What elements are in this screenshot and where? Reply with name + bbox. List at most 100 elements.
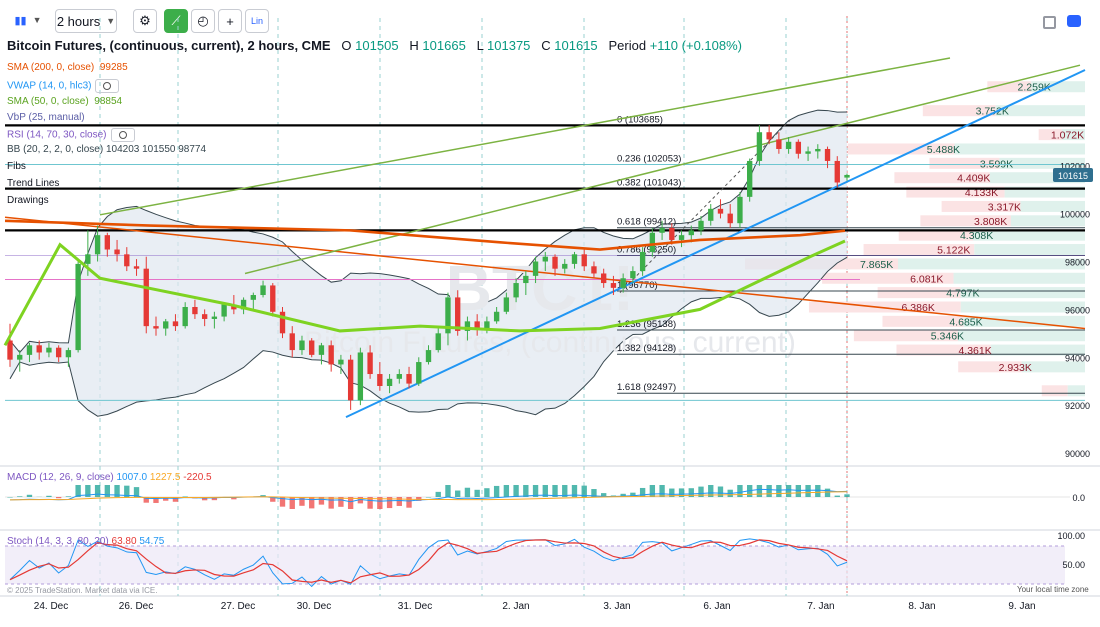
legend-vbp[interactable]: VbP (25, manual): [7, 112, 85, 123]
vbp-bar-down: [877, 287, 961, 299]
projection-line: [619, 119, 791, 293]
open-label: O: [341, 38, 352, 53]
macd-histogram-bar: [396, 497, 402, 506]
fullscreen-icon[interactable]: [1043, 16, 1056, 29]
vbp-bar-up: [1061, 129, 1085, 141]
candle-body: [75, 263, 81, 351]
eye-icon[interactable]: [95, 79, 120, 93]
low-value: 101375: [487, 38, 531, 53]
macd-legend[interactable]: MACD (12, 26, 9, close) 1007.0 1227.5 -2…: [7, 472, 212, 483]
crosshair-icon: +: [226, 13, 234, 29]
timezone-label[interactable]: Your local time zone: [1017, 585, 1089, 594]
fib-level-label: 0.382 (101043): [617, 178, 681, 189]
chart-header: Bitcoin Futures, (continuous, current), …: [7, 38, 742, 53]
high-value: 101665: [422, 38, 466, 53]
legend-bb[interactable]: BB (20, 2, 2, 0, close) 104203 101550 98…: [7, 144, 206, 155]
macd-histogram-bar: [824, 488, 831, 497]
macd-histogram-bar: [688, 488, 694, 497]
candle-body: [708, 208, 714, 221]
candle-body: [172, 321, 179, 327]
candle-body: [7, 340, 13, 360]
legend-rsi[interactable]: RSI (14, 70, 30, close): [7, 128, 135, 142]
crosshair-button[interactable]: +: [218, 9, 242, 33]
vbp-bar-down: [882, 315, 964, 327]
vbp-bar-up: [1021, 361, 1085, 373]
legend-sma200[interactable]: SMA (200, 0, close) 99285: [7, 62, 128, 73]
macd-histogram-bar: [425, 497, 432, 498]
candle-body: [318, 345, 325, 355]
macd-histogram-bar: [133, 487, 140, 497]
line-tool-icon: ⟋: [171, 13, 181, 28]
trend-lines-label: Trend Lines: [7, 178, 60, 189]
candle-body: [542, 256, 548, 262]
period-label: Period: [608, 38, 647, 53]
macd-histogram-bar: [114, 485, 120, 497]
vbp-bar-up: [960, 301, 1085, 313]
macd-histogram-bar: [737, 485, 743, 497]
eye-icon[interactable]: [110, 128, 135, 142]
candle-body: [328, 345, 334, 365]
y-tick-label: 96000: [1065, 305, 1090, 315]
macd-histogram-bar: [717, 486, 724, 497]
legend-fibs[interactable]: Fibs: [7, 161, 26, 172]
chart-type-button[interactable]: ▮▮ ▼: [8, 9, 48, 31]
candle-body: [503, 297, 510, 312]
lin-button[interactable]: Lin: [245, 9, 269, 33]
open-value: 101505: [355, 38, 399, 53]
candle-body: [445, 297, 451, 334]
y-tick-label: 102000: [1060, 162, 1090, 172]
macd-histogram-bar: [104, 485, 111, 497]
macd-histogram-bar: [55, 497, 62, 499]
candle-body: [143, 268, 149, 327]
candle-body: [153, 326, 159, 329]
macd-histogram-bar: [659, 485, 665, 497]
candle-body: [396, 374, 402, 379]
macd-histogram-bar: [513, 485, 519, 497]
candle-body: [17, 354, 23, 360]
legend-vwap[interactable]: VWAP (14, 0, hlc3): [7, 79, 120, 93]
vbp-bar-up: [954, 143, 1085, 155]
legend-drawings[interactable]: Drawings: [7, 195, 49, 206]
y-tick-label: 90000: [1065, 449, 1090, 459]
rising-trend-line: [345, 69, 1086, 419]
macd-histogram-bar: [493, 485, 500, 497]
candle-body: [347, 359, 354, 401]
vbp-bar-down: [808, 301, 961, 313]
macd-histogram-bar: [46, 495, 52, 497]
macd-histogram-bar: [630, 492, 636, 497]
stoch-legend[interactable]: Stoch (14, 3, 3, 80, 20) 63.80 54.75: [7, 536, 164, 547]
vbp-bar-up: [1067, 385, 1085, 397]
candle-body: [581, 254, 587, 267]
vbp-bar-up: [974, 244, 1085, 256]
trend-tool-button[interactable]: ⟋: [164, 9, 188, 33]
candle-body: [386, 378, 393, 386]
vbp-volume-label: 5.346K: [931, 331, 964, 343]
macd-histogram-bar: [7, 497, 13, 498]
watermark-symbol: BTC1!: [446, 252, 634, 324]
vbp-bar-down: [847, 143, 955, 155]
replay-button[interactable]: ◴: [191, 9, 215, 33]
data-source-note: © 2025 TradeStation. Market data via ICE…: [7, 586, 158, 595]
vbp-bar-down: [987, 81, 1032, 93]
macd-histogram-bar: [484, 488, 490, 497]
x-tick-label: 26. Dec: [119, 601, 153, 612]
candle-body: [591, 266, 597, 274]
candle-body: [221, 304, 227, 317]
candle-body: [552, 256, 558, 269]
legend-trend-lines[interactable]: Trend Lines: [7, 178, 59, 189]
candle-body: [532, 261, 539, 276]
macd-histogram-bar: [357, 497, 364, 504]
sma50-label: SMA (50, 0, close): [7, 96, 89, 107]
macd-histogram-bar: [562, 485, 568, 497]
candle-body: [464, 321, 471, 331]
x-tick-label: 2. Jan: [502, 601, 529, 612]
indicators-button[interactable]: ⚙: [133, 9, 157, 33]
interval-select[interactable]: 2 hours ▼: [55, 9, 117, 33]
camera-icon[interactable]: [1067, 15, 1081, 27]
candle-body: [844, 174, 850, 178]
bb-label: BB (20, 2, 2, 0, close): [7, 144, 104, 155]
legend-sma50[interactable]: SMA (50, 0, close) 98854: [7, 96, 122, 107]
macd-histogram-bar: [65, 496, 72, 497]
fib-level-label: 1.618 (92497): [617, 382, 676, 393]
